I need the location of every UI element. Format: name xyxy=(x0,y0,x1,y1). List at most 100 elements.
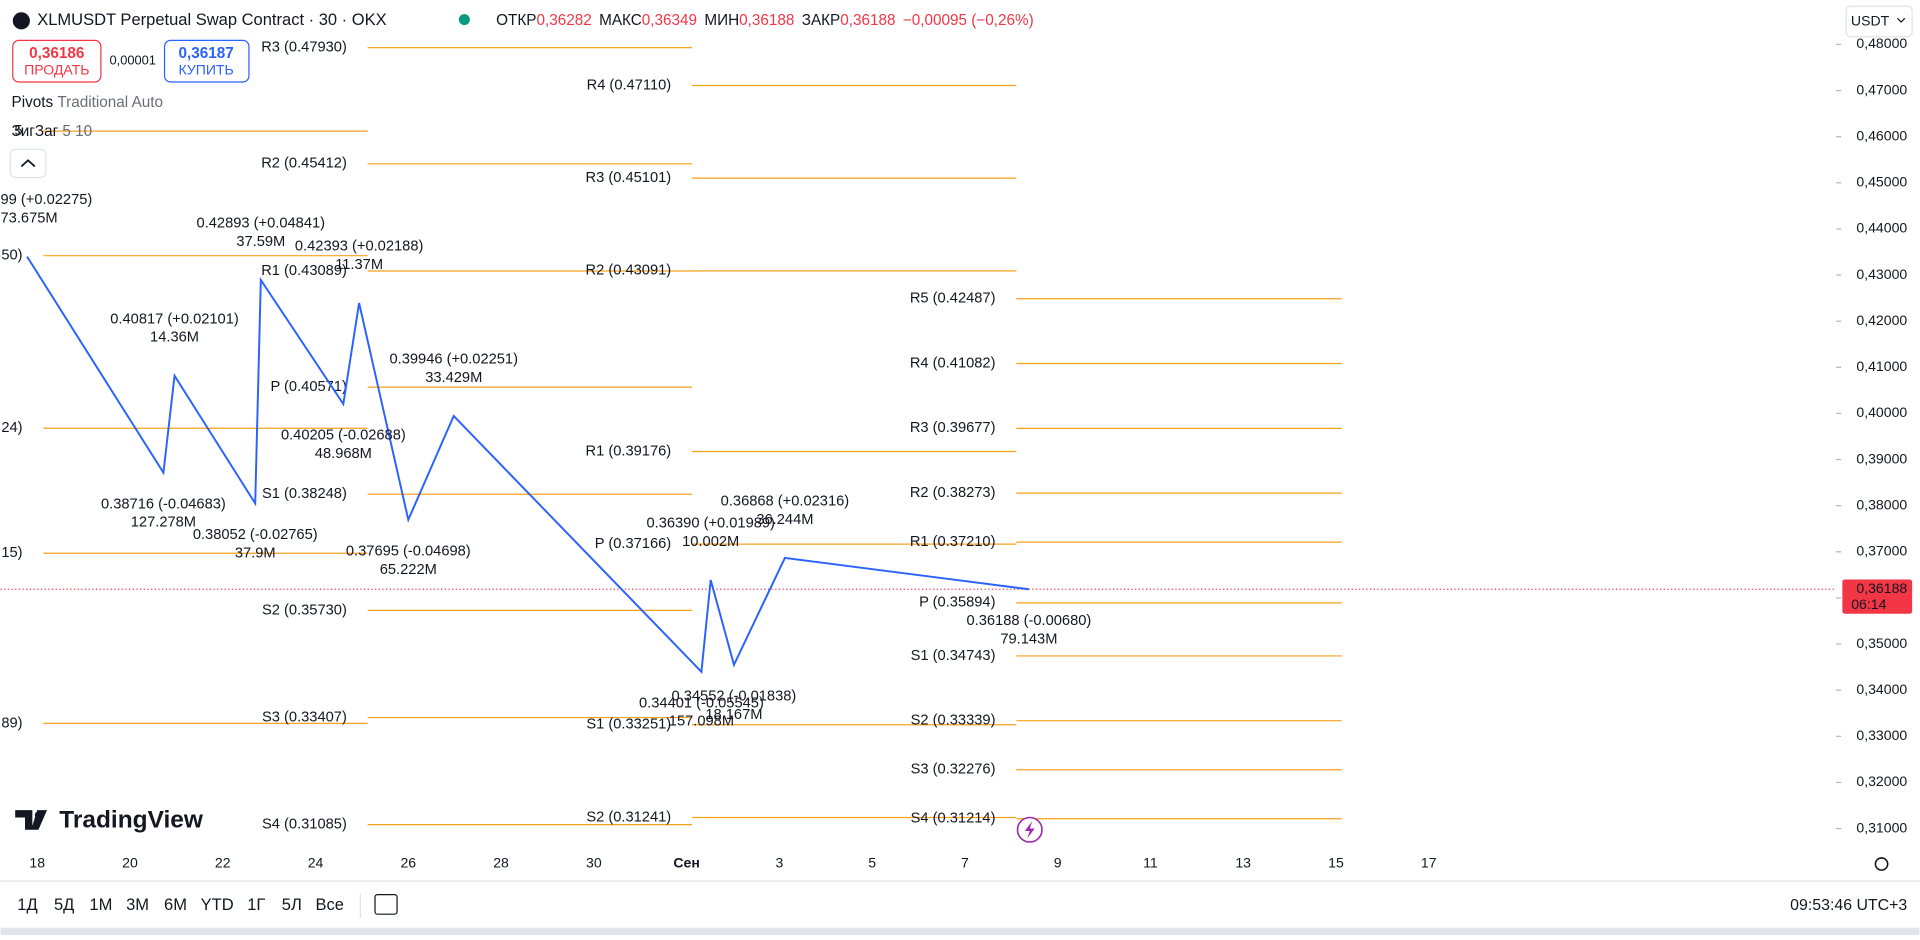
countdown: 06:14 xyxy=(1851,596,1886,612)
ohlc-value: 0,36188 xyxy=(840,12,895,29)
range-button[interactable]: 5Л xyxy=(282,895,302,914)
symbol: XLMUSDT Perpetual Swap Contract · 30 · O… xyxy=(37,10,386,29)
sell-price[interactable]: 0,36186 xyxy=(29,45,84,62)
y-tick-label: 0,42000 xyxy=(1856,312,1907,328)
zigzag-line xyxy=(26,256,1030,674)
zigzag-label: 0.39946 (+0.02251) xyxy=(390,352,519,368)
pivot-label: 50) xyxy=(1,248,22,264)
zigzag-volume: 65.222M xyxy=(380,562,437,578)
legend-pivots[interactable]: Pivots Traditional Auto xyxy=(12,94,163,111)
pivot-label: S2 (0.33339) xyxy=(911,713,996,729)
y-tick-label: 0,35000 xyxy=(1856,635,1907,651)
legend-params: Traditional Auto xyxy=(57,94,163,111)
zigzag-volume: 10.002M xyxy=(682,534,739,550)
x-tick-label: 17 xyxy=(1421,855,1437,871)
spread: 0,00001 xyxy=(109,53,155,68)
zigzag-volume: 33.429M xyxy=(425,370,482,386)
x-tick-label: 18 xyxy=(29,855,45,871)
pivot-label: R4 (0.41082) xyxy=(910,355,996,371)
y-tick-label: 0,37000 xyxy=(1856,543,1907,559)
y-tick-label: 0,34000 xyxy=(1856,681,1907,697)
zigzag-label: 0.36868 (+0.02316) xyxy=(721,493,850,509)
x-tick-label: 9 xyxy=(1054,855,1062,871)
sell-label[interactable]: ПРОДАТЬ xyxy=(24,62,89,78)
ohlc-key: МИН xyxy=(704,12,739,29)
ohlc-value: 0,36282 xyxy=(536,12,591,29)
pivot-label: S2 (0.31241) xyxy=(586,809,671,825)
pivot-label: R1 (0.37210) xyxy=(910,534,996,550)
y-tick-label: 0,31000 xyxy=(1856,819,1907,835)
zigzag-volume: 36.244M xyxy=(756,512,813,528)
logo-icon xyxy=(34,811,43,819)
zigzag-label: 0.36188 (-0.00680) xyxy=(966,613,1091,629)
y-tick-label: 0,41000 xyxy=(1856,358,1907,374)
pivot-label: P (0.37166) xyxy=(595,536,671,552)
calendar-icon[interactable] xyxy=(374,894,398,915)
zigzag-volume: 18.167M xyxy=(705,707,762,723)
x-tick-label: 15 xyxy=(1328,855,1344,871)
zigzag-label: 0.36390 (+0.01989) xyxy=(646,516,775,532)
zigzag-volume: 73.675M xyxy=(1,211,58,227)
collapse-button[interactable] xyxy=(9,148,47,179)
pivot-label: S4 (0.31085) xyxy=(262,817,347,833)
x-tick-label: 13 xyxy=(1235,855,1251,871)
settings-icon[interactable] xyxy=(1874,857,1889,871)
y-tick-label: 0,44000 xyxy=(1856,220,1907,236)
pivot-label: 5 xyxy=(14,123,22,139)
last-price-box xyxy=(1842,579,1913,614)
ohlc: ОТКР0,36282 МАКС0,36349 МИН0,36188 ЗАКР0,36… xyxy=(496,12,1034,29)
zigzag-label: 99 (+0.02275) xyxy=(1,192,93,208)
pivot-label: R1 (0.39176) xyxy=(586,443,672,459)
symbol-icon xyxy=(12,12,30,30)
currency[interactable]: USDT xyxy=(1851,13,1890,29)
legend-zigzag[interactable]: ЗигЗаг 5 10 xyxy=(12,123,93,140)
status-dot xyxy=(458,14,470,26)
pivot-label: R3 (0.45101) xyxy=(586,170,672,186)
pivot-label: S3 (0.32276) xyxy=(911,762,996,778)
currency-button[interactable] xyxy=(1845,5,1913,38)
change: −0,00095 (−0,26%) xyxy=(903,12,1034,29)
zigzag-volume: 127.278M xyxy=(131,515,196,531)
y-tick-label: 0,33000 xyxy=(1856,727,1907,743)
zigzag-label: 0.34401 (-0.05545) xyxy=(639,695,764,711)
buy-price[interactable]: 0,36187 xyxy=(179,45,234,62)
zigzag-volume: 37.59M xyxy=(236,234,285,250)
zigzag-volume: 157.098M xyxy=(669,714,734,730)
range-button[interactable]: YTD xyxy=(201,895,234,914)
range-button[interactable]: 1Д xyxy=(17,895,37,914)
chevron xyxy=(1897,17,1906,23)
sell-button[interactable] xyxy=(12,39,102,83)
zigzag-label: 0.38052 (-0.02765) xyxy=(193,527,318,543)
x-tick-label: 3 xyxy=(775,855,783,871)
header: XLMUSDT Perpetual Swap Contract · 30 · O… xyxy=(37,10,386,29)
ohlc-key: ОТКР xyxy=(496,12,536,29)
pivot-label: R3 (0.47930) xyxy=(261,40,347,56)
range-button[interactable]: 3М xyxy=(126,895,149,914)
y-tick-label: 0,32000 xyxy=(1856,773,1907,789)
range-button[interactable]: 1М xyxy=(89,895,112,914)
pivot-label: S1 (0.34743) xyxy=(911,648,996,664)
pivot-label: R2 (0.38273) xyxy=(910,485,996,501)
x-tick-label: 26 xyxy=(400,855,416,871)
range-button[interactable]: 6М xyxy=(164,895,187,914)
pivot-label: P (0.35894) xyxy=(919,595,995,611)
buy-button[interactable] xyxy=(163,39,250,83)
zigzag-volume: 79.143M xyxy=(1000,631,1057,647)
pivot-label: S1 (0.33251) xyxy=(586,717,671,733)
zigzag-volume: 14.36M xyxy=(150,330,199,346)
zigzag-label: 0.42393 (+0.02188) xyxy=(295,239,424,255)
pivot-label: P (0.40571) xyxy=(270,379,346,395)
buy-label[interactable]: КУПИТЬ xyxy=(178,62,233,78)
ohlc-key: ЗАКР xyxy=(802,12,841,29)
y-tick-label: 0,46000 xyxy=(1856,127,1907,143)
y-tick-label: 0,48000 xyxy=(1856,35,1907,51)
pivot-label: 24) xyxy=(1,420,22,436)
logo-icon xyxy=(15,810,48,830)
y-tick-label: 0,38000 xyxy=(1856,496,1907,512)
range-button[interactable]: 5Д xyxy=(54,895,74,914)
range-button[interactable]: Все xyxy=(315,895,343,914)
last-price-label: 0,36188 xyxy=(1856,580,1907,596)
ohlc-value: 0,36188 xyxy=(739,12,794,29)
range-button[interactable]: 1Г xyxy=(247,895,265,914)
pivot-label: R5 (0.42487) xyxy=(910,291,996,307)
